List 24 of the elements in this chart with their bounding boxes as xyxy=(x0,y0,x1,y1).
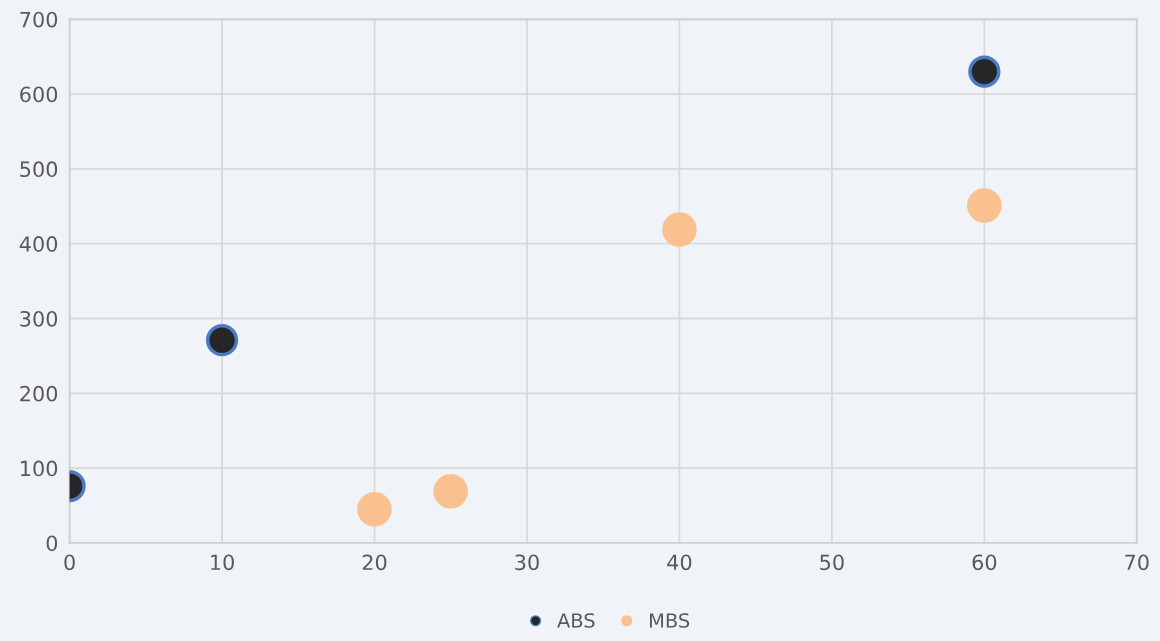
x-tick-label: 0 xyxy=(64,554,75,571)
x-tick-label: 10 xyxy=(211,554,234,571)
y-tick-label: 100 xyxy=(21,460,58,477)
x-tick-label: 40 xyxy=(667,554,692,571)
y-tick-label: 400 xyxy=(19,236,58,252)
y-tick-label: 600 xyxy=(20,86,58,103)
y-tick-label: 500 xyxy=(20,161,58,178)
point xyxy=(433,474,469,509)
x-tick-label: 70 xyxy=(1125,554,1149,571)
y-tick-label: 200 xyxy=(20,385,58,402)
y-tick-label: 0 xyxy=(46,535,58,552)
x-tick-label: 50 xyxy=(820,554,844,571)
y-tick-label: 300 xyxy=(20,310,58,327)
point xyxy=(357,491,392,527)
point xyxy=(205,324,239,357)
point xyxy=(967,188,1002,223)
point xyxy=(662,212,697,247)
legend-label: MBS xyxy=(650,613,690,628)
x-tick-label: 30 xyxy=(515,554,539,571)
x-tick-label: 20 xyxy=(362,554,387,571)
legend-label: ABS xyxy=(557,613,595,628)
y-tick-label: 700 xyxy=(20,11,58,28)
x-tick-label: 60 xyxy=(972,554,997,571)
point xyxy=(968,55,1001,88)
